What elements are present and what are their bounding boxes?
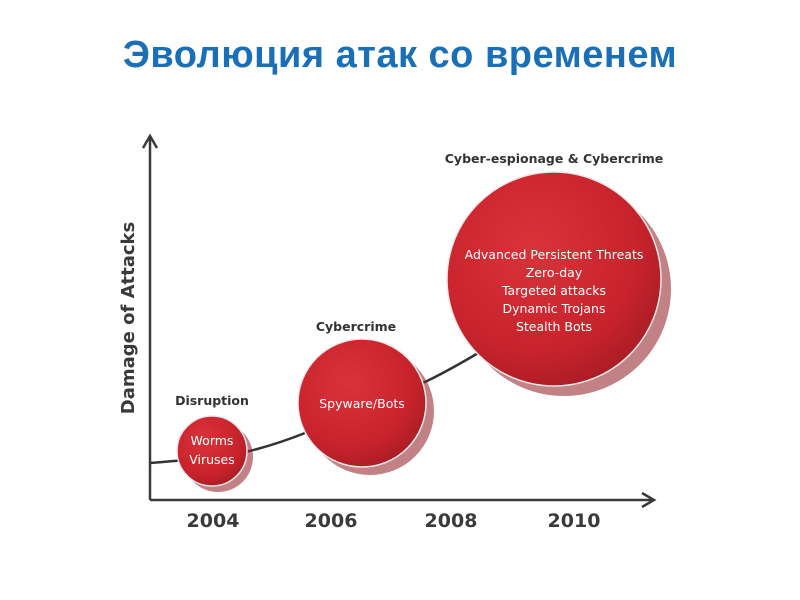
slide-title: Эволюция атак со временем [122,34,678,76]
bubble-item: Advanced Persistent Threats [465,247,644,262]
bubble-item: Dynamic Trojans [503,301,606,316]
bubble-item: Stealth Bots [516,319,592,334]
bubble-item: Spyware/Bots [319,396,405,411]
year-label: 2010 [548,510,601,532]
stage-label-cyber-espionage: Cyber-espionage & Cybercrime [445,151,663,166]
bubble-item: Zero-day [526,265,583,280]
stage-label-disruption: Disruption [175,393,249,408]
bubble-item: Targeted attacks [501,283,606,298]
stage-label-cybercrime: Cybercrime [316,319,396,334]
year-label: 2004 [187,510,240,532]
x-axis-arrow [641,491,657,509]
bubble-item: Viruses [189,452,235,467]
stage-bubble-cybercrime: Spyware/Bots [297,338,434,475]
y-axis-label: Damage of Attacks [118,222,139,414]
bubble-item: Worms [191,433,234,448]
stage-bubble-disruption: Worms Viruses [176,415,253,492]
year-label: 2006 [305,510,358,532]
stage-bubble-cyber-espionage: Advanced Persistent Threats Zero-day Tar… [446,171,671,396]
year-label: 2008 [425,510,478,532]
y-axis-arrow [141,133,159,149]
